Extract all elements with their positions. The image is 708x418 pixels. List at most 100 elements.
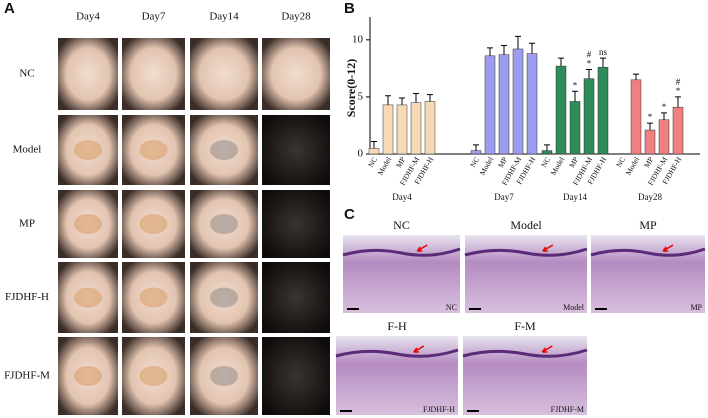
significance: * (573, 80, 578, 90)
row-label: NC (19, 68, 34, 80)
panel-letter: B (344, 0, 355, 17)
significance: * (648, 112, 653, 122)
bar (410, 102, 422, 155)
bar (396, 104, 408, 155)
x-tick-label: MP (642, 155, 655, 169)
lesion (139, 214, 168, 234)
lesion (74, 287, 102, 308)
x-tick-label: Model (549, 155, 567, 176)
epidermis (462, 348, 588, 358)
x-tick-label: NC (539, 155, 552, 169)
error-bar (385, 95, 391, 105)
bar (555, 65, 567, 155)
error-bar (661, 112, 667, 120)
photo (122, 38, 185, 110)
lesion (210, 140, 238, 160)
histology-image (463, 336, 587, 415)
photo (262, 38, 330, 110)
error-bar (558, 57, 564, 67)
lesion (74, 140, 102, 160)
y-tick-label: 5 (358, 90, 364, 102)
x-tick-label: NC (614, 155, 627, 169)
row-label: FJDHF-H (5, 291, 49, 303)
bar (368, 148, 380, 155)
epidermis (335, 348, 459, 358)
error-bar (572, 90, 578, 102)
image-corner-label: FJDHF-H (423, 405, 455, 414)
photo (262, 262, 330, 333)
significance: # (676, 77, 681, 87)
column-label: Day14 (209, 11, 239, 23)
group-label: Day28 (638, 192, 662, 202)
bar (512, 48, 524, 155)
error-bar (600, 57, 606, 68)
error-bar (633, 73, 639, 80)
column-label: Day7 (142, 11, 166, 23)
bar (424, 101, 436, 155)
x-tick-label: Model (478, 155, 496, 176)
error-bar (515, 35, 521, 49)
bar (569, 101, 581, 155)
image-corner-label: NC (446, 303, 457, 312)
bar (672, 106, 684, 155)
arrow (662, 244, 674, 252)
photo (190, 38, 258, 110)
y-tick-label: 10 (352, 33, 364, 45)
error-bar (544, 144, 550, 151)
image-title: F-M (514, 319, 536, 333)
significance: * (662, 102, 667, 112)
lesion (210, 287, 238, 308)
lesion (210, 214, 238, 234)
histology-image (343, 235, 460, 313)
x-tick-label: Model (624, 155, 642, 176)
bar (498, 54, 510, 155)
x-tick-label: NC (468, 155, 481, 169)
error-bar (473, 144, 479, 151)
arrow (413, 345, 425, 353)
x-tick-label: MP (394, 155, 407, 169)
panel-letter: A (4, 0, 15, 17)
bar (470, 150, 482, 155)
histology-image (591, 235, 705, 313)
error-bar (647, 122, 653, 131)
image-corner-label: MP (690, 303, 702, 312)
significance: # (587, 50, 592, 60)
bar (484, 55, 496, 155)
error-bar (413, 92, 419, 103)
x-tick-label: MP (496, 155, 509, 169)
error-bar (371, 140, 377, 149)
row-label: FJDHF-M (4, 370, 50, 382)
bar (597, 66, 609, 155)
bar (644, 129, 656, 155)
arrow (541, 345, 553, 353)
significance: ns (599, 47, 608, 57)
column-label: Day28 (281, 11, 311, 23)
epidermis (590, 247, 706, 257)
photo (262, 190, 330, 258)
error-bar (675, 96, 681, 108)
x-tick-label: NC (366, 155, 379, 169)
epidermis (342, 247, 461, 257)
lesion (74, 366, 102, 386)
significance: * (676, 86, 681, 96)
image-corner-label: Model (563, 303, 585, 312)
row-label: MP (19, 218, 35, 230)
error-bar (529, 42, 535, 54)
y-tick-label: 0 (358, 148, 364, 160)
error-bar (501, 45, 507, 55)
lesion (74, 214, 102, 234)
y-axis-label: Score(0-12) (344, 59, 358, 117)
group-label: Day14 (563, 192, 587, 202)
bar (630, 79, 642, 155)
group-label: Day7 (494, 192, 514, 202)
bar (583, 78, 595, 155)
epidermis (464, 247, 588, 257)
image-title: MP (639, 218, 657, 232)
error-bar (427, 94, 433, 102)
arrow (416, 244, 428, 252)
group-label: Day4 (392, 192, 412, 202)
significance: * (587, 59, 592, 69)
photo (262, 337, 330, 415)
lesion (210, 366, 238, 386)
